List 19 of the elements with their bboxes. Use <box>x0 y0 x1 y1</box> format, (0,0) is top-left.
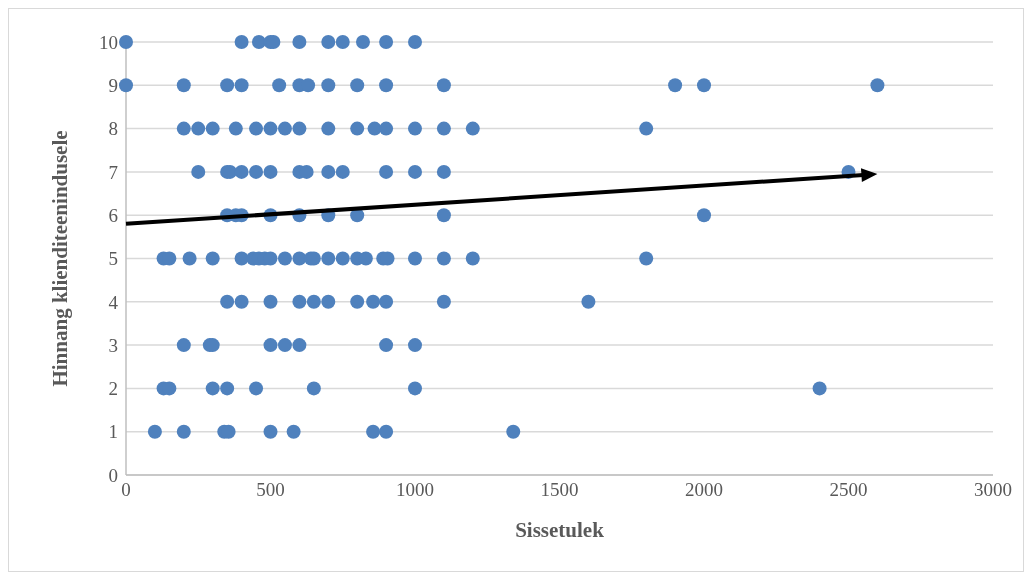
x-tick-label: 1000 <box>396 479 434 501</box>
x-tick-label: 2000 <box>685 479 723 501</box>
y-tick-label: 0 <box>108 464 118 486</box>
x-tick-label: 3000 <box>974 479 1012 501</box>
y-axis-title: Hinnang klienditeenindusele <box>48 130 73 387</box>
y-tick-label: 3 <box>108 334 118 356</box>
x-tick-label: 2500 <box>829 479 868 501</box>
x-axis-title: Sissetulek <box>515 518 605 542</box>
y-tick-label: 9 <box>108 75 118 97</box>
y-tick-label: 6 <box>108 204 118 226</box>
y-tick-label: 5 <box>108 248 118 270</box>
x-tick-label: 1500 <box>540 479 579 501</box>
x-tick-label: 500 <box>256 479 285 501</box>
y-tick-label: 10 <box>99 31 118 53</box>
y-tick-label: 2 <box>108 378 118 400</box>
y-tick-label: 8 <box>108 118 118 140</box>
y-tick-label: 7 <box>108 161 118 183</box>
y-tick-label: 4 <box>108 291 119 313</box>
y-tick-label: 1 <box>108 421 118 443</box>
